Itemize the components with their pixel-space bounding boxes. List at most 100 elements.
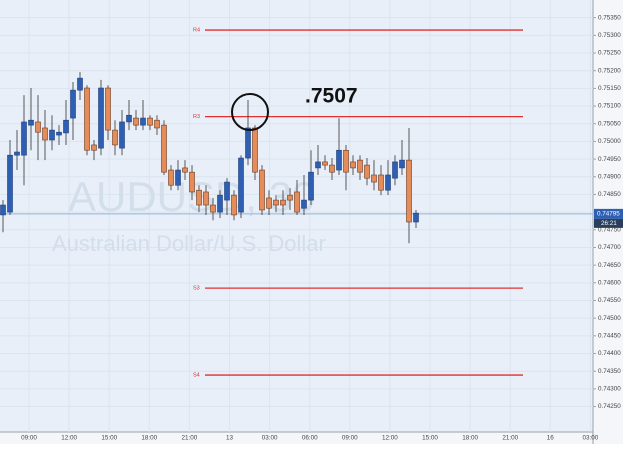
candle-body bbox=[147, 117, 153, 126]
last-price-tag bbox=[594, 208, 623, 219]
candle-body bbox=[357, 159, 363, 173]
candle-body bbox=[140, 117, 146, 126]
y-tick-label: 0.74650 bbox=[598, 262, 621, 269]
x-tick-label: 18:00 bbox=[462, 435, 478, 442]
candle-body bbox=[385, 174, 391, 191]
candle-body bbox=[399, 159, 405, 169]
level-label: S3 bbox=[193, 286, 200, 292]
candle-body bbox=[350, 161, 356, 169]
candle-body bbox=[273, 199, 279, 206]
highlight-circle bbox=[231, 93, 269, 131]
candle-body bbox=[378, 174, 384, 191]
candle-body bbox=[7, 154, 13, 213]
candle-body bbox=[126, 114, 132, 123]
y-tick-label: 0.74950 bbox=[598, 156, 621, 163]
candle-body bbox=[329, 164, 335, 173]
candle-body bbox=[413, 212, 419, 223]
candle-body bbox=[56, 131, 62, 136]
candle-body bbox=[98, 87, 104, 149]
levels: R4 R3 S3 S4 bbox=[0, 28, 593, 379]
countdown-tag bbox=[594, 218, 623, 228]
candle-body bbox=[294, 191, 300, 213]
y-tick-label: 0.75050 bbox=[598, 120, 621, 127]
candle-body bbox=[224, 181, 230, 201]
y-tick-label: 0.75000 bbox=[598, 138, 621, 145]
candle-body bbox=[161, 124, 167, 173]
candle-body bbox=[308, 171, 314, 201]
y-tick-label: 0.74900 bbox=[598, 173, 621, 180]
candle-body bbox=[217, 194, 223, 213]
candle-body bbox=[287, 194, 293, 201]
y-tick-label: 0.74350 bbox=[598, 368, 621, 375]
x-tick-label: 03:00 bbox=[583, 435, 599, 442]
y-tick-label: 0.74550 bbox=[598, 297, 621, 304]
y-tick-label: 0.74850 bbox=[598, 191, 621, 198]
candle-body bbox=[14, 151, 20, 156]
y-tick-label: 0.75350 bbox=[598, 14, 621, 21]
candle-body bbox=[392, 161, 398, 179]
y-tick-label: 0.74750 bbox=[598, 226, 621, 233]
candle-body bbox=[28, 119, 34, 126]
candle-body bbox=[343, 149, 349, 173]
y-tick-label: 0.74600 bbox=[598, 279, 621, 286]
candle-body bbox=[203, 191, 209, 206]
x-tick-label: 18:00 bbox=[141, 435, 157, 442]
candle-body bbox=[210, 204, 216, 213]
y-tick-label: 0.74450 bbox=[598, 333, 621, 340]
candle-body bbox=[91, 144, 97, 151]
annotation: .7507 bbox=[305, 85, 358, 108]
candle-body bbox=[154, 119, 160, 129]
candle-body bbox=[175, 169, 181, 186]
candle-body bbox=[133, 117, 139, 126]
y-tick-label: 0.74500 bbox=[598, 315, 621, 322]
candle-body bbox=[70, 89, 76, 119]
candle-body bbox=[252, 127, 258, 173]
x-tick-label: 21:00 bbox=[182, 435, 198, 442]
x-tick-label: 06:00 bbox=[302, 435, 318, 442]
y-tick-label: 0.74250 bbox=[598, 403, 621, 410]
candle-body bbox=[189, 171, 195, 193]
y-tick-label: 0.75300 bbox=[598, 32, 621, 39]
x-tick-label: 21:00 bbox=[502, 435, 518, 442]
x-tick-label: 15:00 bbox=[101, 435, 117, 442]
plot-background bbox=[0, 0, 593, 432]
candle-body bbox=[266, 197, 272, 209]
candle-body bbox=[84, 87, 90, 151]
candle-body bbox=[49, 129, 55, 141]
candle-body bbox=[238, 157, 244, 213]
candle-body bbox=[196, 189, 202, 206]
candle-body bbox=[259, 169, 265, 211]
x-tick-label: 09:00 bbox=[21, 435, 37, 442]
candle-body bbox=[0, 204, 6, 216]
y-tick-label: 0.74300 bbox=[598, 386, 621, 393]
candle-body bbox=[245, 127, 251, 159]
y-tick-label: 0.74400 bbox=[598, 350, 621, 357]
candle-body bbox=[322, 161, 328, 166]
x-tick-label: 09:00 bbox=[342, 435, 358, 442]
y-tick-label: 0.75100 bbox=[598, 103, 621, 110]
candle-body bbox=[231, 194, 237, 216]
y-tick-label: 0.75200 bbox=[598, 67, 621, 74]
candles bbox=[0, 72, 419, 244]
candle-body bbox=[364, 164, 370, 179]
y-tick-label: 0.75250 bbox=[598, 50, 621, 57]
candle-body bbox=[63, 119, 69, 134]
time-axis-background bbox=[0, 432, 593, 444]
x-tick-label: 03:00 bbox=[262, 435, 278, 442]
x-tick-label: 13 bbox=[226, 435, 234, 442]
level-label: R3 bbox=[193, 114, 200, 120]
countdown-label: 26:21 bbox=[601, 220, 617, 227]
candle-body bbox=[21, 121, 27, 156]
candle-body bbox=[280, 199, 286, 206]
candle-body bbox=[315, 161, 321, 169]
x-tick-label: 15:00 bbox=[422, 435, 438, 442]
candle-body bbox=[406, 159, 412, 223]
x-tick-label: 12:00 bbox=[61, 435, 77, 442]
level-label: R4 bbox=[193, 28, 200, 34]
axes: 0.75350 0.75300 0.75250 0.75200 0.75150 0.751… bbox=[21, 14, 623, 442]
candle-body bbox=[77, 77, 83, 91]
candle-body bbox=[42, 127, 48, 141]
x-tick-label: 12:00 bbox=[382, 435, 398, 442]
candle-body bbox=[371, 174, 377, 183]
